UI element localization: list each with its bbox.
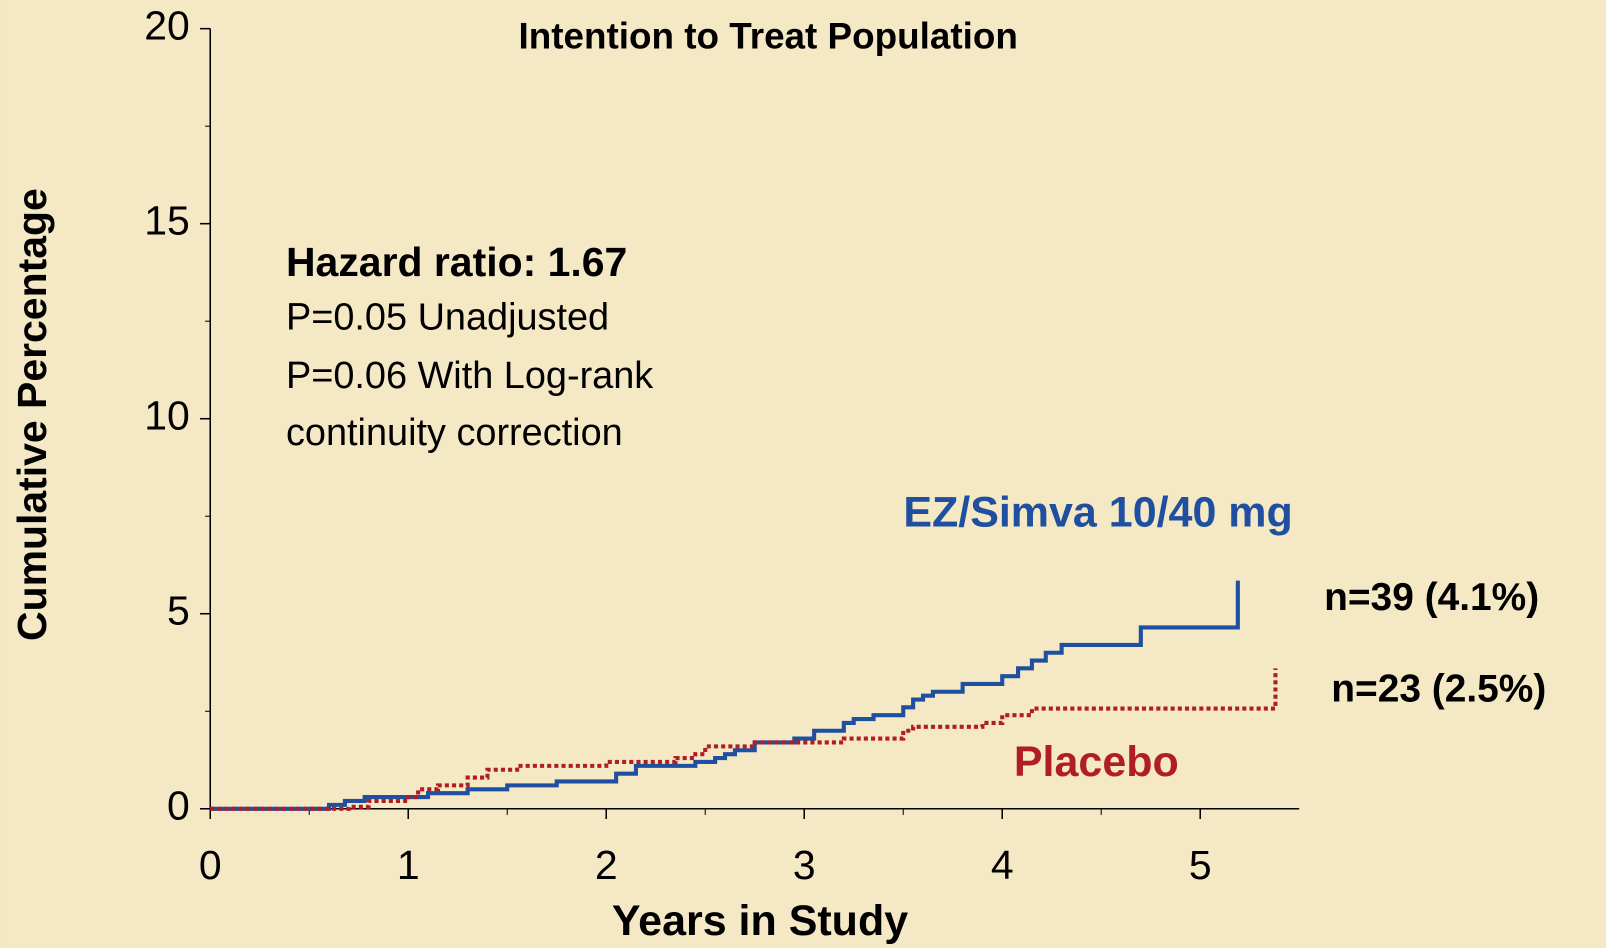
series-line xyxy=(210,580,1240,811)
x-tick-label: 5 xyxy=(1189,842,1212,888)
y-tick-label: 0 xyxy=(167,783,190,829)
annotation: P=0.06 With Log-rank xyxy=(286,355,653,397)
x-tick-label: 2 xyxy=(595,842,618,888)
x-tick-label: 0 xyxy=(199,842,222,888)
annotation: continuity correction xyxy=(286,412,623,454)
x-tick-label: 1 xyxy=(397,842,420,888)
annotation: Hazard ratio: 1.67 xyxy=(286,239,627,285)
annotation: n=39 (4.1%) xyxy=(1324,576,1539,619)
x-tick-label: 3 xyxy=(793,842,816,888)
series-label: EZ/Simva 10/40 mg xyxy=(903,488,1292,536)
y-tick-label: 20 xyxy=(144,2,190,48)
y-axis-label: Cumulative Percentage xyxy=(9,188,55,641)
x-axis-label: Years in Study xyxy=(612,897,908,945)
annotation: n=23 (2.5%) xyxy=(1331,667,1546,710)
x-tick-label: 4 xyxy=(991,842,1014,888)
chart-title: Intention to Treat Population xyxy=(518,16,1017,57)
y-tick-label: 10 xyxy=(144,393,190,439)
y-tick-label: 15 xyxy=(144,198,190,244)
series-line xyxy=(210,668,1278,811)
series-label: Placebo xyxy=(1014,738,1179,786)
y-tick-label: 5 xyxy=(167,588,190,634)
annotation: P=0.05 Unadjusted xyxy=(286,296,609,338)
